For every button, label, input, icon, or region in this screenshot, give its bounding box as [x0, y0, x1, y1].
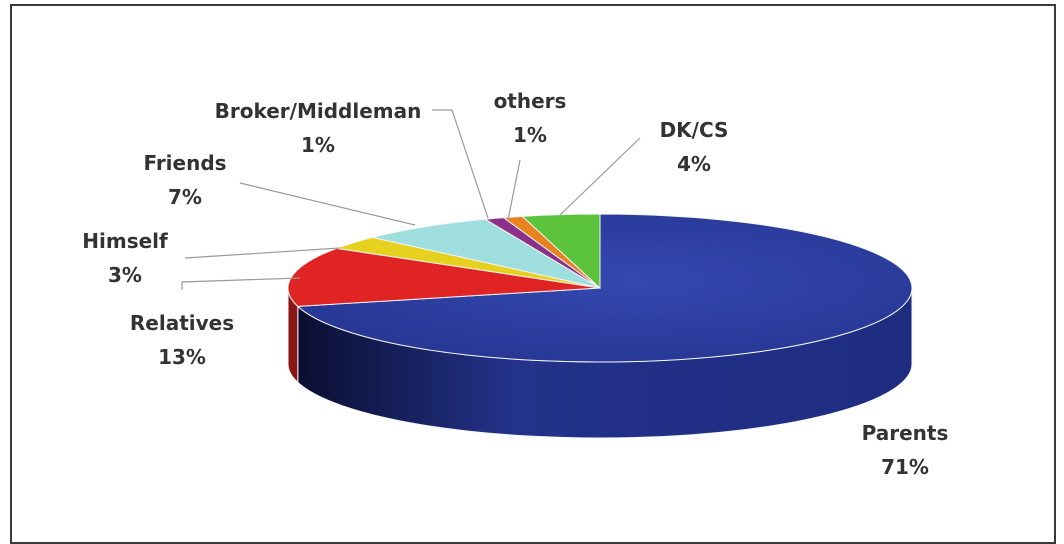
- slice-value-parents: 71%: [881, 455, 929, 479]
- slice-label-friends: Friends: [143, 151, 226, 175]
- pie-slice-parents: [296, 213, 913, 363]
- leader-line-relatives: [181, 277, 301, 290]
- slice-value-friends: 7%: [168, 185, 202, 209]
- slice-label-broker-middleman: Broker/Middleman: [215, 99, 422, 123]
- slice-label-parents: Parents: [862, 421, 949, 445]
- slice-value-broker-middleman: 1%: [301, 133, 335, 157]
- leader-line-others: [507, 159, 521, 221]
- slice-label-himself: Himself: [82, 229, 168, 253]
- leader-line-himself: [184, 247, 341, 259]
- leader-line-broker-middleman: [432, 109, 489, 219]
- pie-slice-friends: [372, 218, 601, 289]
- slice-value-dk-cs: 4%: [677, 152, 711, 176]
- pie-slice-relatives: [287, 247, 601, 307]
- slice-value-others: 1%: [513, 123, 547, 147]
- slice-label-others: others: [494, 89, 567, 113]
- slice-value-relatives: 13%: [158, 345, 206, 369]
- leader-line-dk-cs: [559, 137, 641, 216]
- slice-label-dk-cs: DK/CS: [660, 118, 729, 142]
- slice-label-relatives: Relatives: [130, 311, 234, 335]
- slice-value-himself: 3%: [108, 263, 142, 287]
- leader-line-friends: [239, 182, 416, 226]
